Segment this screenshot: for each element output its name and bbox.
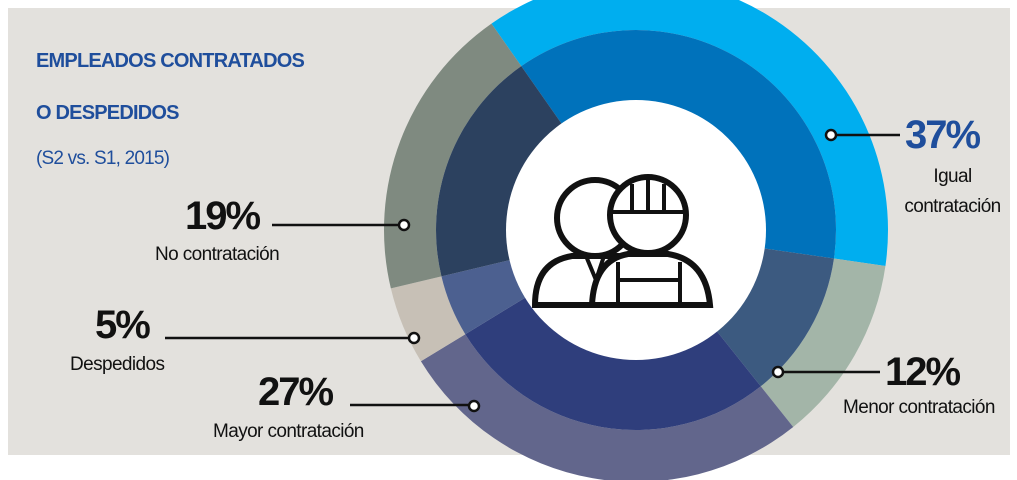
- value-label: 27%: [258, 370, 334, 414]
- category-label: No contratación: [155, 244, 280, 265]
- inner-segment: [436, 66, 563, 277]
- category-label: Mayor contratación: [213, 421, 364, 442]
- outer-segment: [420, 334, 794, 480]
- category-label: Igual contratación: [904, 166, 1001, 217]
- value-label: 19%: [185, 194, 261, 238]
- value-label: 5%: [95, 303, 151, 347]
- value-label: 12%: [885, 350, 961, 394]
- inner-segment: [465, 296, 761, 430]
- inner-segment: [441, 259, 527, 335]
- outer-segment: [491, 0, 888, 266]
- outer-segment: [384, 23, 522, 289]
- category-label: Despedidos: [70, 354, 165, 375]
- title-line: O DESPEDIDOS: [36, 102, 179, 124]
- inner-segment: [521, 30, 836, 259]
- workers-icon: [531, 174, 714, 308]
- inner-segment: [715, 248, 834, 387]
- category-label: Menor contratación: [843, 397, 995, 418]
- title-line: EMPLEADOS CONTRATADOS: [36, 50, 305, 72]
- leaders: [165, 128, 900, 413]
- outer-segment: [760, 258, 886, 427]
- subtitle: (S2 vs. S1, 2015): [36, 148, 170, 169]
- value-label: 37%: [905, 113, 981, 157]
